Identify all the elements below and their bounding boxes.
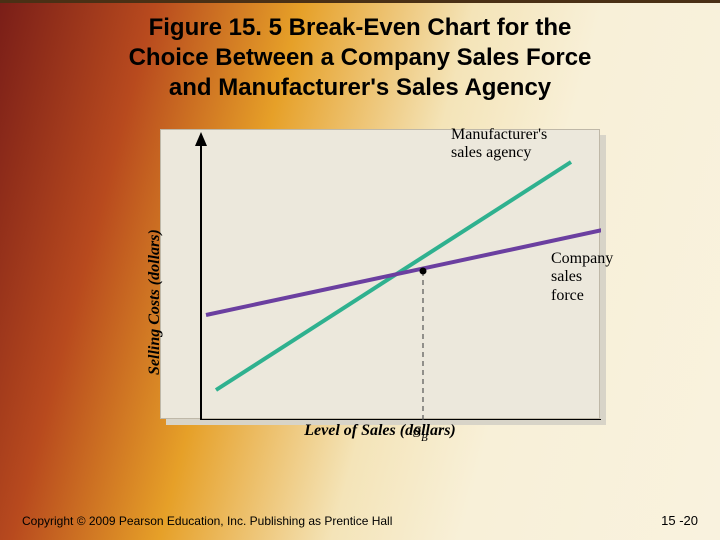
page-number: 15 -20 [661,513,698,528]
intersection-dot-icon [420,268,427,275]
y-axis-arrow-icon [195,132,207,146]
label-manufacturer-agency: Manufacturer's sales agency Manufacturer… [451,126,547,163]
break-even-chart: Manufacturer's sales agency Manufacturer… [120,123,620,463]
copyright-text: Copyright © 2009 Pearson Education, Inc.… [22,514,392,528]
chart-plot-area: Manufacturer's sales agency Manufacturer… [160,129,600,419]
title-l1: Figure 15. 5 Break-Even Chart for the [40,13,680,43]
x-axis-label: Level of Sales (dollars) [161,422,599,440]
label-company-sales-force: Company sales force Companysales force [551,250,613,305]
y-axis-label: Selling Costs (dollars) [146,229,164,375]
title-l2: Choice Between a Company Sales Force [40,43,680,73]
slide-title: Figure 15. 5 Break-Even Chart for the Ch… [0,3,720,103]
title-l3: and Manufacturer's Sales Agency [40,73,680,103]
chart-svg [161,130,601,420]
